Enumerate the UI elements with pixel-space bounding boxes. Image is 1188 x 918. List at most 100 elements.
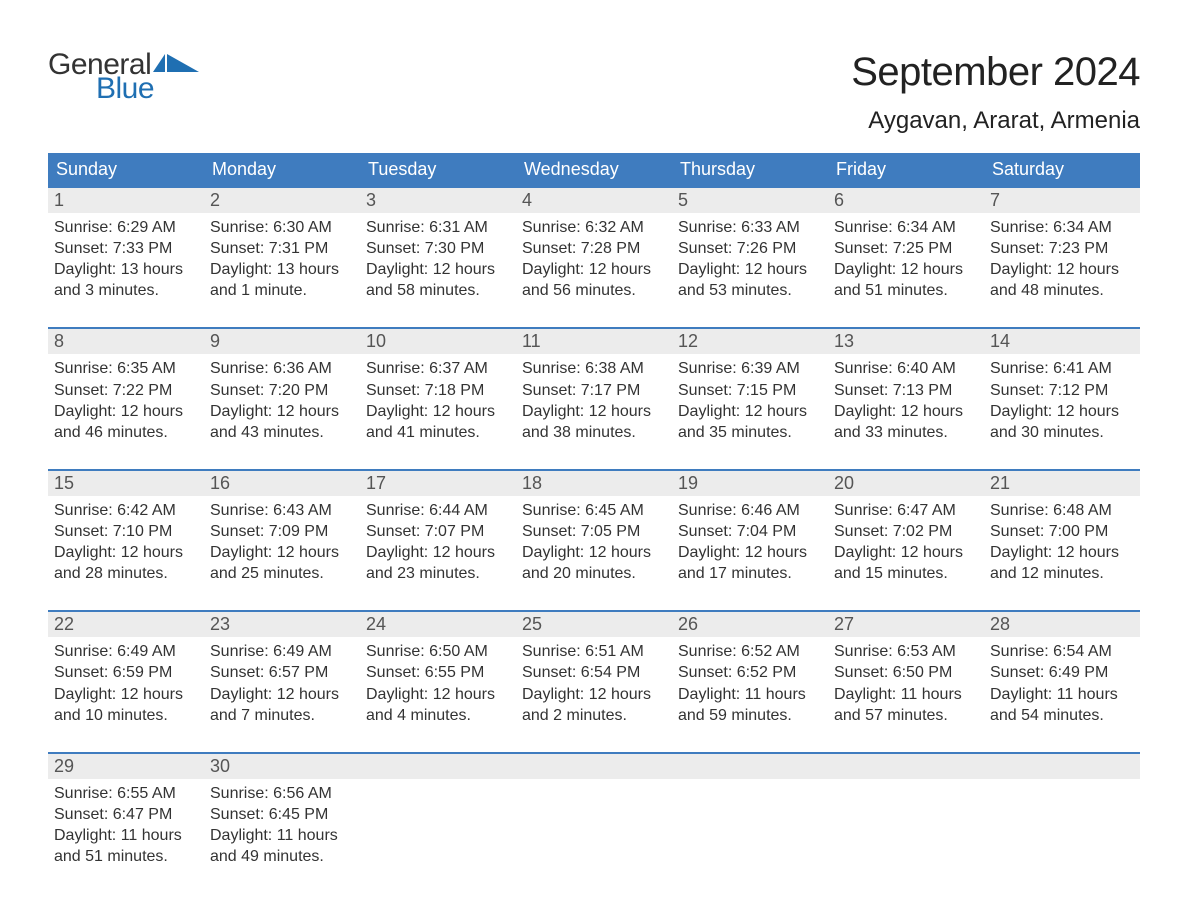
sunrise-line: Sunrise: 6:29 AM: [54, 217, 198, 238]
day-cell: 0: [828, 754, 984, 867]
daylight-line: Daylight: 12 hours and 12 minutes.: [990, 542, 1134, 584]
day-info: Sunrise: 6:36 AMSunset: 7:20 PMDaylight:…: [204, 354, 360, 442]
sunrise-line: Sunrise: 6:47 AM: [834, 500, 978, 521]
day-number: 18: [522, 473, 666, 494]
daylight-line: Daylight: 12 hours and 46 minutes.: [54, 401, 198, 443]
daylight-line: Daylight: 12 hours and 41 minutes.: [366, 401, 510, 443]
day-info: Sunrise: 6:34 AMSunset: 7:25 PMDaylight:…: [828, 213, 984, 301]
day-number: 19: [678, 473, 822, 494]
day-info: Sunrise: 6:55 AMSunset: 6:47 PMDaylight:…: [48, 779, 204, 867]
sunset-line: Sunset: 7:10 PM: [54, 521, 198, 542]
day-number: 11: [522, 331, 666, 352]
sunrise-line: Sunrise: 6:55 AM: [54, 783, 198, 804]
sunrise-line: Sunrise: 6:45 AM: [522, 500, 666, 521]
day-info: Sunrise: 6:47 AMSunset: 7:02 PMDaylight:…: [828, 496, 984, 584]
day-number-band: 11: [516, 329, 672, 354]
logo: General Blue: [48, 50, 201, 104]
daylight-line: Daylight: 12 hours and 15 minutes.: [834, 542, 978, 584]
day-number-band: 14: [984, 329, 1140, 354]
day-number-band: 13: [828, 329, 984, 354]
sunset-line: Sunset: 7:30 PM: [366, 238, 510, 259]
daylight-line: Daylight: 13 hours and 3 minutes.: [54, 259, 198, 301]
day-number-band: 12: [672, 329, 828, 354]
weekday-header: Saturday: [984, 153, 1140, 186]
title-block: September 2024 Aygavan, Ararat, Armenia: [851, 50, 1140, 135]
day-number-band: 10: [360, 329, 516, 354]
day-cell: 30Sunrise: 6:56 AMSunset: 6:45 PMDayligh…: [204, 754, 360, 867]
day-info: Sunrise: 6:54 AMSunset: 6:49 PMDaylight:…: [984, 637, 1140, 725]
daylight-line: Daylight: 12 hours and 17 minutes.: [678, 542, 822, 584]
daylight-line: Daylight: 12 hours and 23 minutes.: [366, 542, 510, 584]
day-cell: 14Sunrise: 6:41 AMSunset: 7:12 PMDayligh…: [984, 329, 1140, 442]
sunset-line: Sunset: 7:20 PM: [210, 380, 354, 401]
week-row: 29Sunrise: 6:55 AMSunset: 6:47 PMDayligh…: [48, 752, 1140, 867]
daylight-line: Daylight: 12 hours and 30 minutes.: [990, 401, 1134, 443]
day-info: Sunrise: 6:30 AMSunset: 7:31 PMDaylight:…: [204, 213, 360, 301]
day-number: 27: [834, 614, 978, 635]
day-number-band: 20: [828, 471, 984, 496]
daylight-line: Daylight: 12 hours and 48 minutes.: [990, 259, 1134, 301]
day-number-band: 5: [672, 188, 828, 213]
sunset-line: Sunset: 6:57 PM: [210, 662, 354, 683]
sunset-line: Sunset: 6:54 PM: [522, 662, 666, 683]
day-cell: 0: [360, 754, 516, 867]
day-number-band: 0: [828, 754, 984, 779]
day-cell: 19Sunrise: 6:46 AMSunset: 7:04 PMDayligh…: [672, 471, 828, 584]
daylight-line: Daylight: 11 hours and 49 minutes.: [210, 825, 354, 867]
flag-icon: [153, 50, 201, 74]
day-number: 23: [210, 614, 354, 635]
sunset-line: Sunset: 7:23 PM: [990, 238, 1134, 259]
page-header: General Blue September 2024 Aygavan, Ara…: [48, 50, 1140, 135]
day-cell: 11Sunrise: 6:38 AMSunset: 7:17 PMDayligh…: [516, 329, 672, 442]
day-cell: 12Sunrise: 6:39 AMSunset: 7:15 PMDayligh…: [672, 329, 828, 442]
weekday-header: Thursday: [672, 153, 828, 186]
sunrise-line: Sunrise: 6:49 AM: [210, 641, 354, 662]
day-info: Sunrise: 6:32 AMSunset: 7:28 PMDaylight:…: [516, 213, 672, 301]
sunset-line: Sunset: 7:33 PM: [54, 238, 198, 259]
day-number-band: 0: [984, 754, 1140, 779]
sunset-line: Sunset: 7:25 PM: [834, 238, 978, 259]
day-number-band: 25: [516, 612, 672, 637]
day-info: Sunrise: 6:44 AMSunset: 7:07 PMDaylight:…: [360, 496, 516, 584]
sunset-line: Sunset: 7:18 PM: [366, 380, 510, 401]
day-number-band: 8: [48, 329, 204, 354]
sunrise-line: Sunrise: 6:36 AM: [210, 358, 354, 379]
sunrise-line: Sunrise: 6:54 AM: [990, 641, 1134, 662]
week-row: 15Sunrise: 6:42 AMSunset: 7:10 PMDayligh…: [48, 469, 1140, 584]
day-number: 28: [990, 614, 1134, 635]
sunset-line: Sunset: 7:07 PM: [366, 521, 510, 542]
sunrise-line: Sunrise: 6:52 AM: [678, 641, 822, 662]
day-number-band: 30: [204, 754, 360, 779]
day-cell: 6Sunrise: 6:34 AMSunset: 7:25 PMDaylight…: [828, 188, 984, 301]
day-number: 29: [54, 756, 198, 777]
sunrise-line: Sunrise: 6:35 AM: [54, 358, 198, 379]
day-cell: 18Sunrise: 6:45 AMSunset: 7:05 PMDayligh…: [516, 471, 672, 584]
daylight-line: Daylight: 11 hours and 59 minutes.: [678, 684, 822, 726]
logo-word-blue: Blue: [96, 74, 201, 104]
sunset-line: Sunset: 6:49 PM: [990, 662, 1134, 683]
day-number: 6: [834, 190, 978, 211]
sunrise-line: Sunrise: 6:43 AM: [210, 500, 354, 521]
sunrise-line: Sunrise: 6:31 AM: [366, 217, 510, 238]
month-title: September 2024: [851, 50, 1140, 95]
sunrise-line: Sunrise: 6:33 AM: [678, 217, 822, 238]
day-number: 16: [210, 473, 354, 494]
day-cell: 16Sunrise: 6:43 AMSunset: 7:09 PMDayligh…: [204, 471, 360, 584]
sunrise-line: Sunrise: 6:34 AM: [990, 217, 1134, 238]
day-info: Sunrise: 6:42 AMSunset: 7:10 PMDaylight:…: [48, 496, 204, 584]
sunset-line: Sunset: 7:26 PM: [678, 238, 822, 259]
day-number-band: 2: [204, 188, 360, 213]
sunset-line: Sunset: 6:52 PM: [678, 662, 822, 683]
daylight-line: Daylight: 12 hours and 43 minutes.: [210, 401, 354, 443]
sunrise-line: Sunrise: 6:30 AM: [210, 217, 354, 238]
day-number: 15: [54, 473, 198, 494]
sunset-line: Sunset: 6:47 PM: [54, 804, 198, 825]
day-number: 10: [366, 331, 510, 352]
day-number-band: 0: [516, 754, 672, 779]
calendar-body: 1Sunrise: 6:29 AMSunset: 7:33 PMDaylight…: [48, 186, 1140, 867]
sunset-line: Sunset: 7:04 PM: [678, 521, 822, 542]
day-cell: 0: [516, 754, 672, 867]
day-number: 30: [210, 756, 354, 777]
sunset-line: Sunset: 7:02 PM: [834, 521, 978, 542]
day-number-band: 3: [360, 188, 516, 213]
